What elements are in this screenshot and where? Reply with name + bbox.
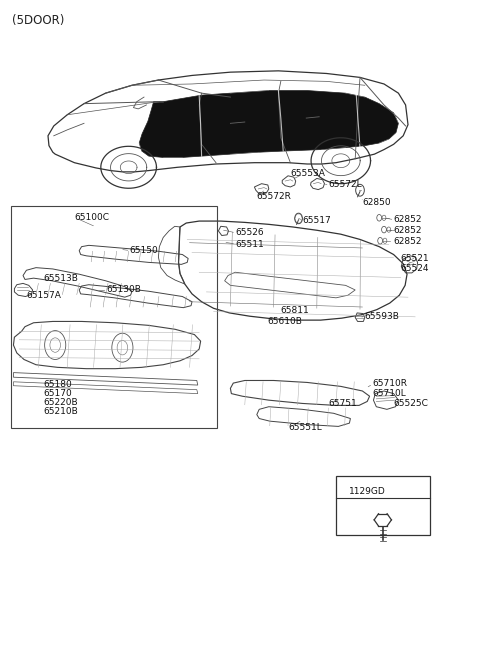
- Text: 65170: 65170: [43, 389, 72, 398]
- Text: 65710L: 65710L: [372, 389, 406, 398]
- Text: 65511: 65511: [235, 239, 264, 249]
- Text: 65210B: 65210B: [43, 407, 78, 417]
- Text: 65150: 65150: [130, 246, 158, 255]
- Text: 65593B: 65593B: [365, 312, 400, 321]
- Text: 65526: 65526: [235, 228, 264, 237]
- Text: 62852: 62852: [394, 237, 422, 246]
- Text: 65572R: 65572R: [257, 192, 292, 201]
- Text: 62852: 62852: [394, 226, 422, 236]
- Text: 65610B: 65610B: [268, 317, 303, 326]
- Bar: [11, 206, 217, 428]
- Text: 65521: 65521: [401, 254, 430, 263]
- Text: 62852: 62852: [394, 215, 422, 224]
- Text: 65513B: 65513B: [43, 274, 78, 283]
- Text: 65751: 65751: [329, 399, 358, 408]
- Text: 65553A: 65553A: [290, 169, 325, 178]
- Text: 65517: 65517: [302, 216, 331, 225]
- Bar: [336, 476, 430, 535]
- Text: 65710R: 65710R: [372, 379, 407, 388]
- Text: 65551L: 65551L: [288, 423, 322, 432]
- Text: 65100C: 65100C: [74, 213, 109, 222]
- Text: 65130B: 65130B: [107, 285, 142, 295]
- Text: 1129GD: 1129GD: [349, 487, 386, 497]
- Text: 65572L: 65572L: [329, 180, 362, 190]
- Text: 62850: 62850: [362, 197, 391, 207]
- Text: 65811: 65811: [281, 306, 310, 316]
- Text: 65180: 65180: [43, 380, 72, 389]
- Text: (5DOOR): (5DOOR): [12, 14, 64, 28]
- Text: 65525C: 65525C: [394, 399, 429, 408]
- Text: 65157A: 65157A: [26, 291, 61, 300]
- Text: 65220B: 65220B: [43, 398, 78, 407]
- Text: 65524: 65524: [401, 264, 429, 274]
- Polygon shape: [139, 91, 398, 157]
